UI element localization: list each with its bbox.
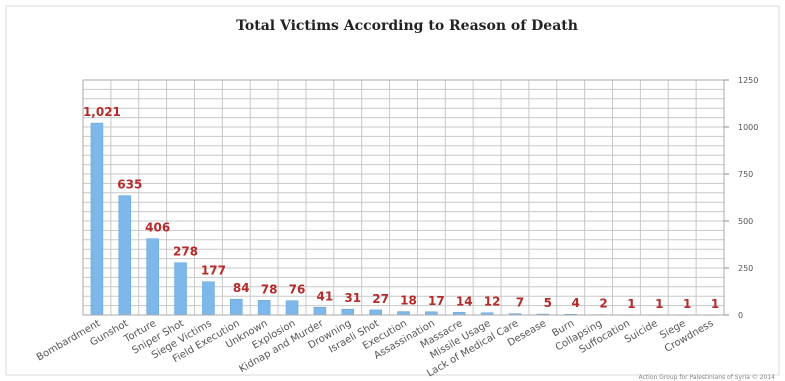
data-label: 1 — [627, 297, 635, 311]
y-tick-label: 1250 — [738, 76, 758, 85]
data-label: 76 — [289, 283, 306, 297]
data-label: 1 — [655, 297, 663, 311]
data-label: 406 — [145, 221, 170, 235]
data-label: 278 — [173, 245, 198, 259]
data-label: 4 — [572, 296, 580, 310]
y-tick-label: 1000 — [738, 123, 758, 132]
data-label: 635 — [117, 178, 142, 192]
y-tick-label: 250 — [738, 264, 753, 273]
chart-credit: Action Group for Palestinians of Syria ©… — [639, 374, 776, 381]
bar — [369, 309, 382, 316]
data-label: 31 — [344, 291, 361, 305]
data-label: 177 — [201, 264, 226, 278]
bar — [230, 298, 243, 316]
bar — [202, 281, 215, 316]
bar — [257, 300, 271, 316]
data-label: 1 — [711, 297, 719, 311]
data-label: 41 — [317, 289, 334, 303]
data-label: 12 — [484, 295, 501, 309]
data-label: 27 — [372, 292, 389, 306]
bar — [341, 308, 355, 316]
data-label: 14 — [456, 294, 473, 308]
y-tick-label: 750 — [738, 170, 753, 179]
bar — [174, 262, 187, 316]
data-label: 1 — [683, 297, 691, 311]
data-label: 2 — [599, 297, 607, 311]
data-label: 17 — [428, 294, 445, 308]
bar — [285, 300, 299, 316]
bar — [397, 311, 410, 316]
y-tick-label: 500 — [738, 217, 753, 226]
chart-outer-frame — [5, 5, 780, 376]
bar — [313, 307, 327, 316]
data-label: 5 — [544, 296, 552, 310]
data-label: 84 — [233, 281, 250, 295]
plot-area-border — [82, 79, 725, 316]
y-axis-ticks: 0 250 500 750 1000 1250 — [724, 76, 758, 320]
bar — [90, 122, 104, 316]
bar — [146, 238, 159, 316]
data-label: 7 — [516, 296, 524, 310]
chart-title: Total Victims According to Reason of Dea… — [236, 18, 578, 34]
data-label: 1,021 — [83, 105, 121, 119]
bar — [118, 195, 132, 316]
data-label: 78 — [261, 282, 278, 296]
y-tick-label: 0 — [738, 311, 743, 320]
data-label: 18 — [400, 294, 417, 308]
